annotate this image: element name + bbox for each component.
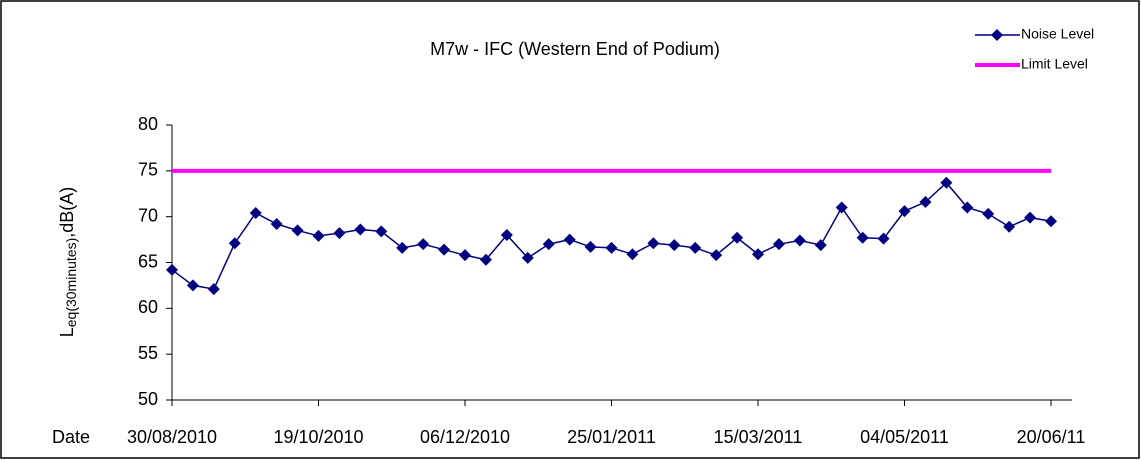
y-tick-label: 65 [138,251,158,271]
data-point [605,241,618,254]
data-point [1003,220,1016,233]
data-point [312,229,325,242]
data-point [856,231,869,244]
x-tick-label: 04/05/2011 [860,427,949,447]
y-tick-label: 70 [138,205,158,225]
y-tick-label: 50 [138,389,158,409]
data-point [542,238,555,251]
x-tick-label: 06/12/2010 [420,427,510,447]
data-point [710,249,723,262]
data-point [793,234,806,247]
y-label-unit: ,dB(A) [57,187,77,238]
data-point [731,231,744,244]
data-point [919,196,932,208]
data-point [835,201,848,214]
data-point [563,233,576,246]
x-tick-label: 19/10/2010 [273,427,363,447]
data-point [396,241,409,254]
y-tick-label: 75 [138,160,158,180]
x-tick-label: 20/06/11 [1017,427,1086,447]
data-point [940,176,953,189]
data-point [982,207,995,220]
data-point [166,263,178,276]
data-point [1024,211,1037,224]
data-point [500,229,513,241]
data-point [459,249,471,262]
data-point [333,227,346,240]
data-point [228,237,241,250]
legend-marker [991,29,1003,41]
data-point [647,237,660,250]
data-point [752,248,764,261]
x-tick-label: 25/01/2011 [567,427,656,447]
data-point [584,240,597,253]
y-label-sub: eq(30minutes) [63,238,79,328]
data-point [814,239,827,252]
data-point [521,251,534,264]
data-point [668,239,681,252]
data-point [354,223,367,236]
data-point [689,241,702,254]
legend-label: Limit Level [1021,56,1088,72]
data-point [1045,215,1057,228]
y-tick-label: 80 [138,114,158,134]
x-tick-label: 30/08/2010 [127,427,217,447]
x-axis-label: Date [52,427,90,447]
chart-title: M7w - IFC (Western End of Podium) [430,39,720,59]
y-axis-label: Leq(30minutes),dB(A) [57,187,79,338]
y-tick-label: 60 [138,297,158,317]
data-point [626,248,639,261]
data-point [291,224,304,237]
data-point [417,238,430,251]
data-point [877,232,890,245]
data-point [207,283,220,296]
data-point [772,238,785,251]
data-point [186,279,199,292]
data-point [898,205,911,218]
y-label-main: L [57,327,77,337]
data-point [961,201,974,214]
y-tick-label: 55 [138,343,158,363]
legend-label: Noise Level [1021,26,1094,42]
data-point [270,218,283,230]
data-point [479,253,492,266]
data-point [375,225,388,238]
data-point [249,207,262,219]
x-tick-label: 15/03/2011 [714,427,803,447]
data-point [438,243,451,256]
